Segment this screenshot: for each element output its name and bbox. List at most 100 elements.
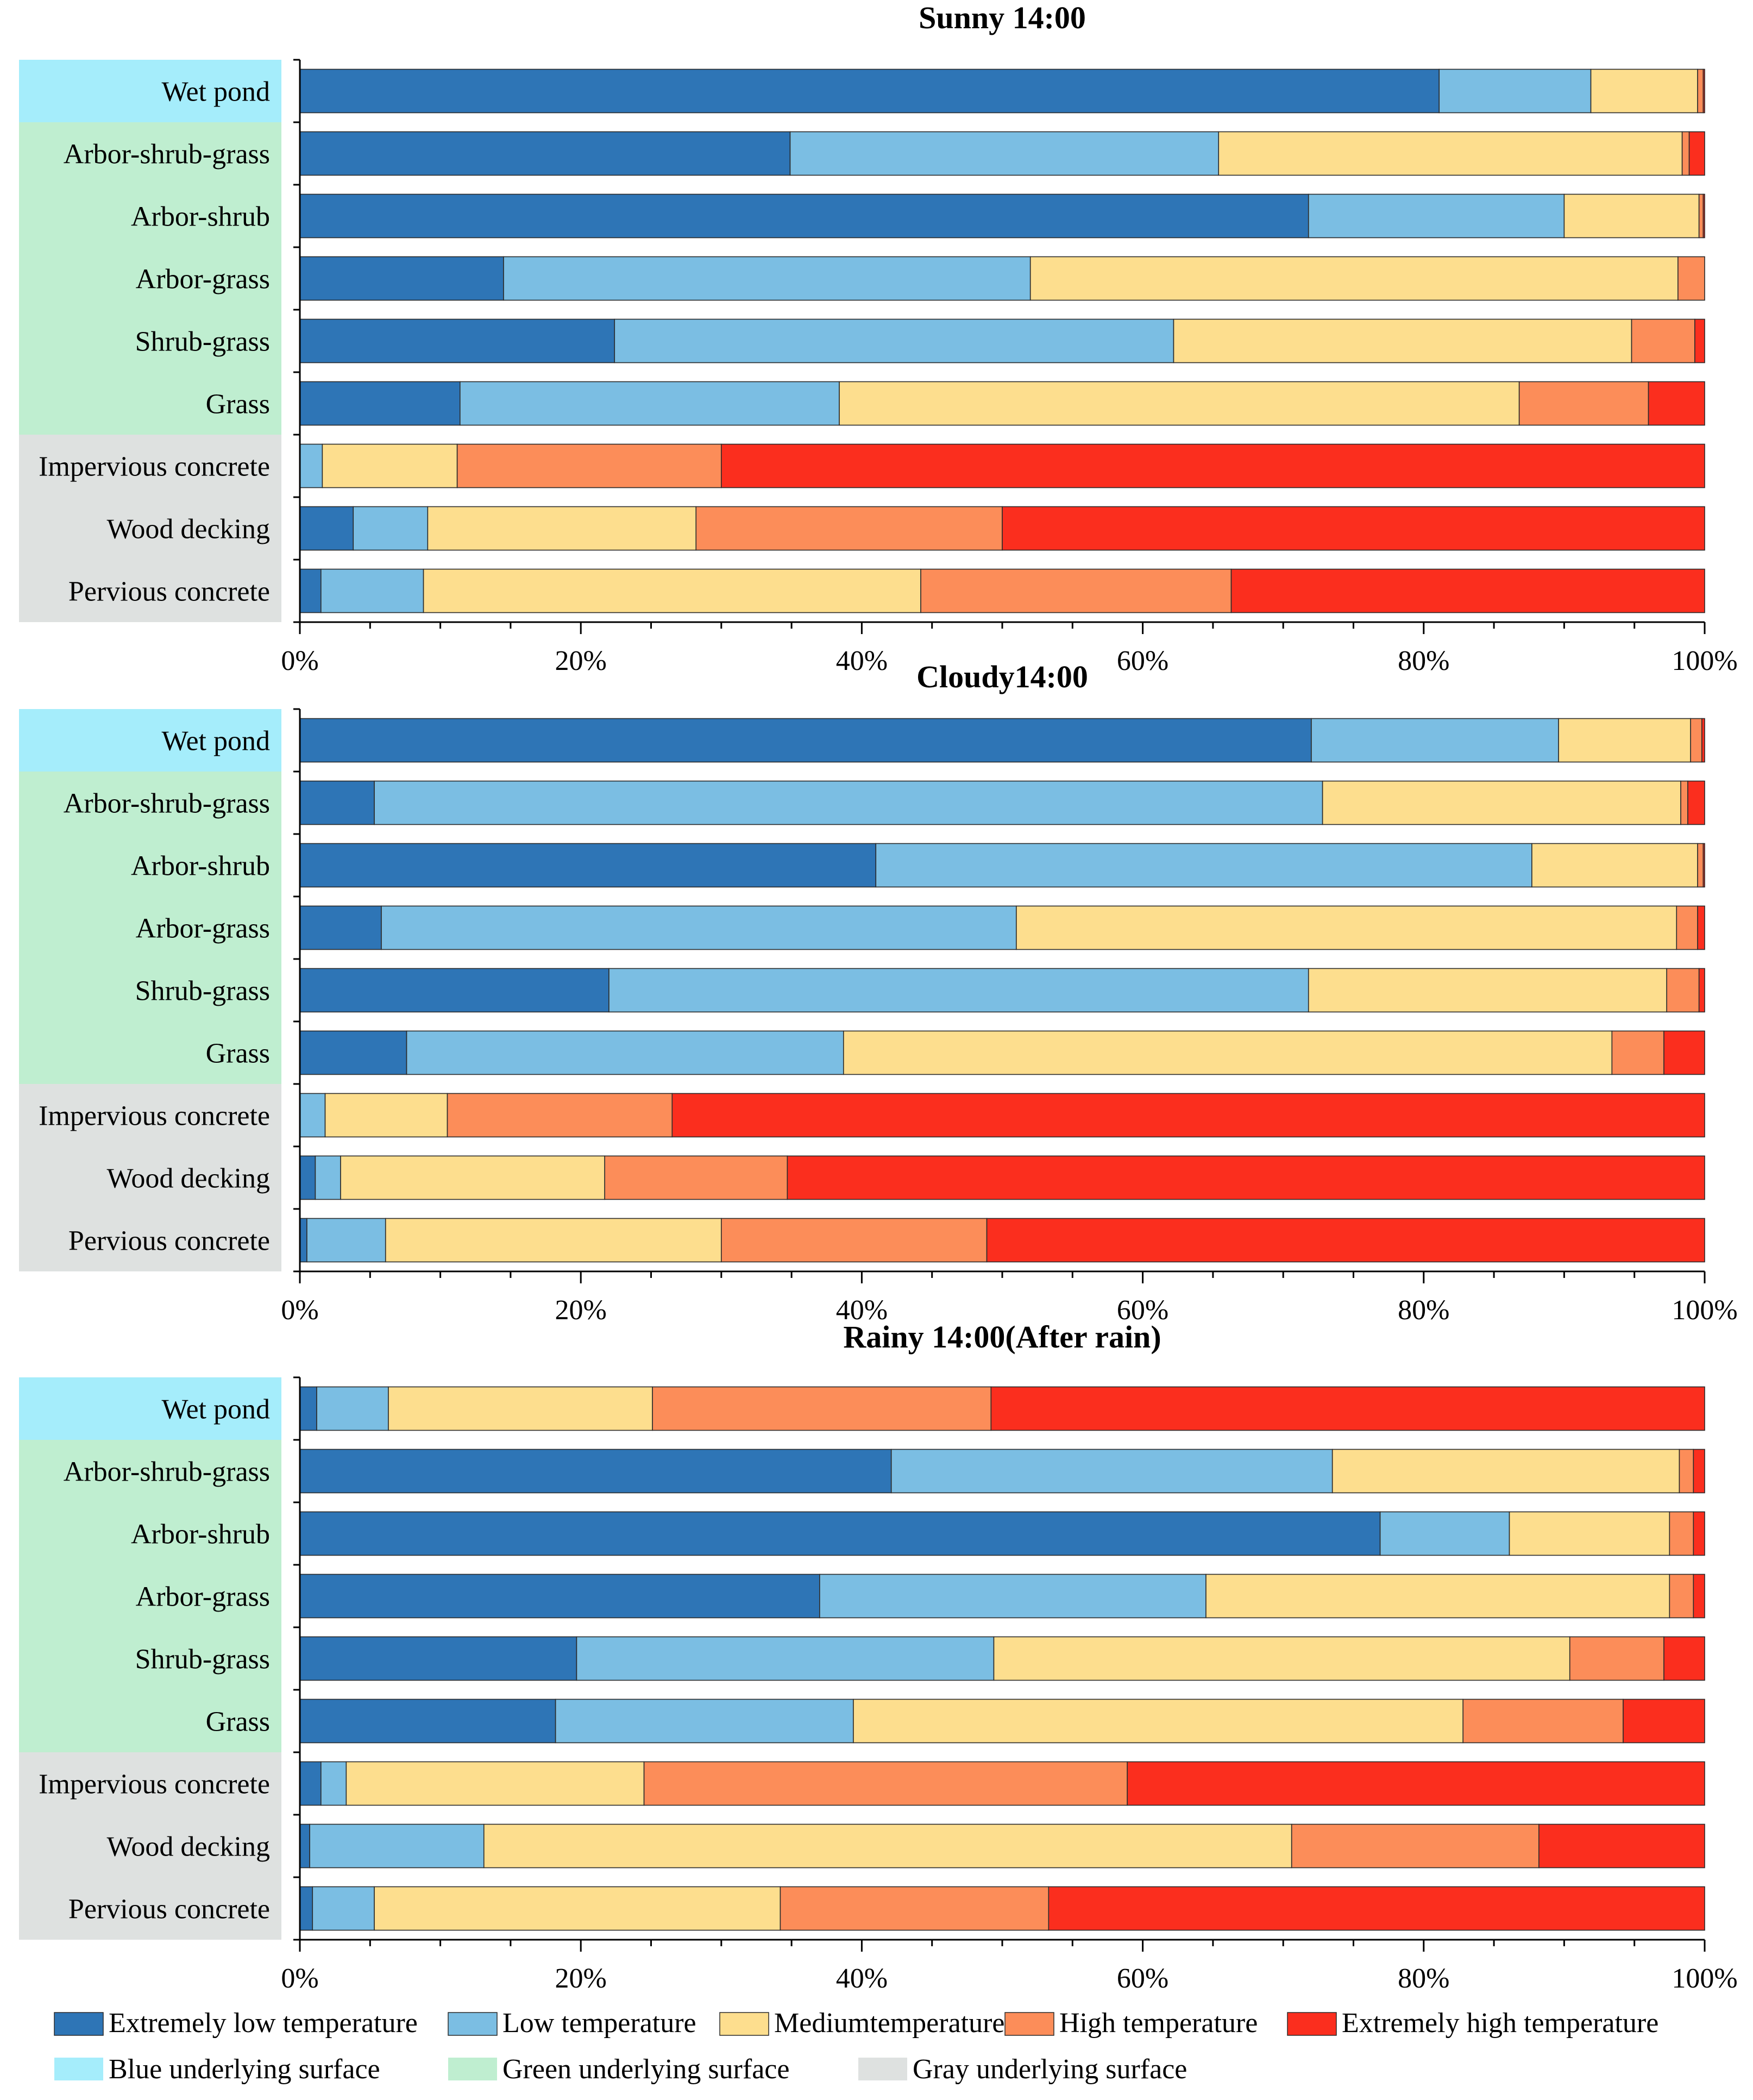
bar-segment-medium [993,1636,1570,1681]
bar-segment-low [1438,68,1592,114]
surface-band-green-surface [19,1440,281,1502]
surface-band-gray-surface [19,435,281,497]
category-label: Arbor-shrub [131,202,270,233]
surface-band-gray-surface [19,1146,281,1209]
legend-label: High temperature [1059,2008,1258,2039]
category-label: Grass [206,1038,270,1069]
surface-band-gray-surface [19,560,281,622]
x-tick-label: 0% [281,1963,318,1994]
category-label: Wet pond [162,77,270,108]
bar-segment-extremely-high [721,443,1705,488]
bar-segment-low [320,568,424,613]
legend-swatch-extremely-high [1287,2012,1337,2036]
bar-segment-extremely-low [299,318,615,363]
bar-segment-high [1291,1823,1540,1869]
surface-band-green-surface [19,310,281,372]
bar-segment-high [1669,1511,1694,1556]
bar-segment-high [1611,1030,1664,1075]
bar-segment-high [456,443,722,488]
surface-band-green-surface [19,122,281,185]
category-label: Arbor-shrub-grass [64,788,270,819]
bar-segment-high [1680,780,1688,825]
bar-segment-low [306,1218,386,1263]
bar-segment-extremely-high [1688,131,1705,176]
bar-segment-low [309,1823,485,1869]
bar-segment-extremely-high [1230,568,1705,613]
surface-band-green-surface [19,897,281,959]
x-tick-label: 20% [555,1963,607,1994]
legend-swatch-low [448,2012,498,2036]
x-tick-label: 40% [836,1963,888,1994]
bar-segment-medium [1558,718,1691,763]
category-label: Arbor-shrub-grass [64,139,270,170]
bar-segment-high [695,506,1003,551]
bar-segment-extremely-high [1702,68,1705,114]
bar-segment-high [1666,968,1700,1013]
bar-segment-high [1518,381,1649,426]
bar-segment-medium [374,1886,781,1931]
bar-segment-low [614,318,1174,363]
bar-segment-extremely-low [299,1636,577,1681]
category-label: Arbor-grass [136,264,270,295]
bar-segment-high [1690,718,1702,763]
bar-segment-low [316,1386,389,1431]
surface-band-green-surface [19,772,281,834]
bar-segment-low [608,968,1309,1013]
x-tick-label: 60% [1117,1295,1168,1326]
bar-segment-medium [340,1155,605,1200]
bar-segment-low [406,1030,844,1075]
bar-segment-extremely-low [299,1030,407,1075]
bar-segment-medium [839,381,1520,426]
bar-segment-extremely-high [1048,1886,1705,1931]
category-label: Wet pond [162,1394,270,1425]
chart-title: Rainy 14:00(After rain) [843,1319,1161,1355]
bar-segment-extremely-low [299,1155,316,1200]
bar-segment-extremely-high [1697,905,1705,950]
bar-segment-medium [324,1093,448,1138]
bar-segment-extremely-low [299,1574,820,1619]
bar-segment-extremely-high [1693,1511,1705,1556]
category-label: Arbor-shrub [131,1519,270,1550]
x-tick-label: 40% [836,1295,888,1326]
bar-segment-low [1379,1511,1510,1556]
bar-segment-medium [1218,131,1683,176]
x-tick-label: 0% [281,645,318,676]
surface-band-blue-surface [19,1377,281,1440]
surface-band-blue-surface [19,60,281,122]
surface-band-green-surface [19,247,281,310]
bar-segment-extremely-low [299,506,354,551]
x-tick-label: 100% [1672,1963,1737,1994]
bar-segment-high [1462,1698,1624,1744]
category-label: Grass [206,1707,270,1738]
bar-segment-extremely-high [1693,1449,1705,1494]
bar-segment-high [1569,1636,1664,1681]
bar-segment-medium [1531,843,1698,888]
x-tick-label: 60% [1117,645,1168,676]
surface-band-gray-surface [19,497,281,560]
category-label: Wood decking [106,1832,270,1863]
bar-segment-extremely-low [299,843,877,888]
bar-segment-low [381,905,1017,950]
bar-segment-extremely-low [299,1761,322,1806]
bar-segment-extremely-low [299,1449,892,1494]
category-label: Wood decking [106,514,270,545]
surface-band-gray-surface [19,1815,281,1877]
bar-segment-low [320,1761,347,1806]
bar-segment-high [1679,1449,1694,1494]
x-tick-label: 100% [1672,1295,1737,1326]
bar-segment-medium [1016,905,1677,950]
category-label: Impervious concrete [39,1769,270,1800]
legend-swatch-extremely-low [54,2012,104,2036]
bar-segment-low [299,1093,326,1138]
bar-segment-low [503,256,1031,301]
bar-segment-extremely-high [1693,1574,1705,1619]
bar-segment-medium [1205,1574,1670,1619]
legend-label: Extremely high temperature [1342,2008,1658,2039]
bar-segment-extremely-low [299,718,1312,763]
category-label: Pervious concrete [68,1226,270,1257]
bar-segment-high [780,1886,1050,1931]
surface-band-green-surface [19,1565,281,1627]
x-tick-label: 40% [836,645,888,676]
bar-segment-low [299,443,323,488]
bar-segment-medium [853,1698,1464,1744]
